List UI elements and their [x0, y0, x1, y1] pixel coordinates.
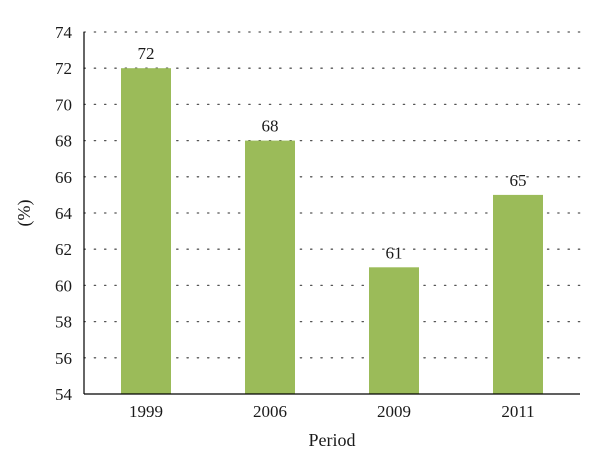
y-tick-label: 64 — [55, 204, 73, 223]
y-tick-label: 62 — [55, 240, 72, 259]
y-tick-label: 74 — [55, 23, 73, 42]
y-tick-label: 60 — [55, 276, 72, 295]
data-label-2011: 65 — [510, 171, 527, 190]
y-tick-label: 68 — [55, 132, 72, 151]
y-axis-title: (%) — [14, 200, 35, 227]
x-axis-title: Period — [309, 430, 356, 450]
data-labels: 72 68 61 65 — [138, 44, 527, 262]
x-tick-label: 2009 — [377, 402, 411, 421]
bar-2006 — [245, 140, 295, 394]
data-label-1999: 72 — [138, 44, 155, 63]
data-label-2009: 61 — [386, 243, 403, 262]
bar-2009 — [369, 267, 419, 394]
y-tick-label: 56 — [55, 349, 72, 368]
y-tick-label: 54 — [55, 385, 73, 404]
axes — [83, 32, 580, 395]
y-tick-label: 70 — [55, 95, 72, 114]
x-tick-labels: 1999 2006 2009 2011 — [129, 402, 535, 421]
data-label-2006: 68 — [262, 117, 279, 136]
bar-1999 — [121, 68, 171, 394]
bar-2011 — [493, 194, 543, 394]
y-tick-label: 66 — [55, 168, 72, 187]
x-tick-label: 2011 — [501, 402, 534, 421]
y-tick-label: 58 — [55, 313, 72, 332]
x-tick-label: 2006 — [253, 402, 287, 421]
bars — [121, 68, 543, 394]
x-tick-label: 1999 — [129, 402, 163, 421]
y-tick-label: 72 — [55, 59, 72, 78]
y-tick-labels: 54 56 58 60 62 64 66 68 70 72 74 — [55, 23, 73, 404]
